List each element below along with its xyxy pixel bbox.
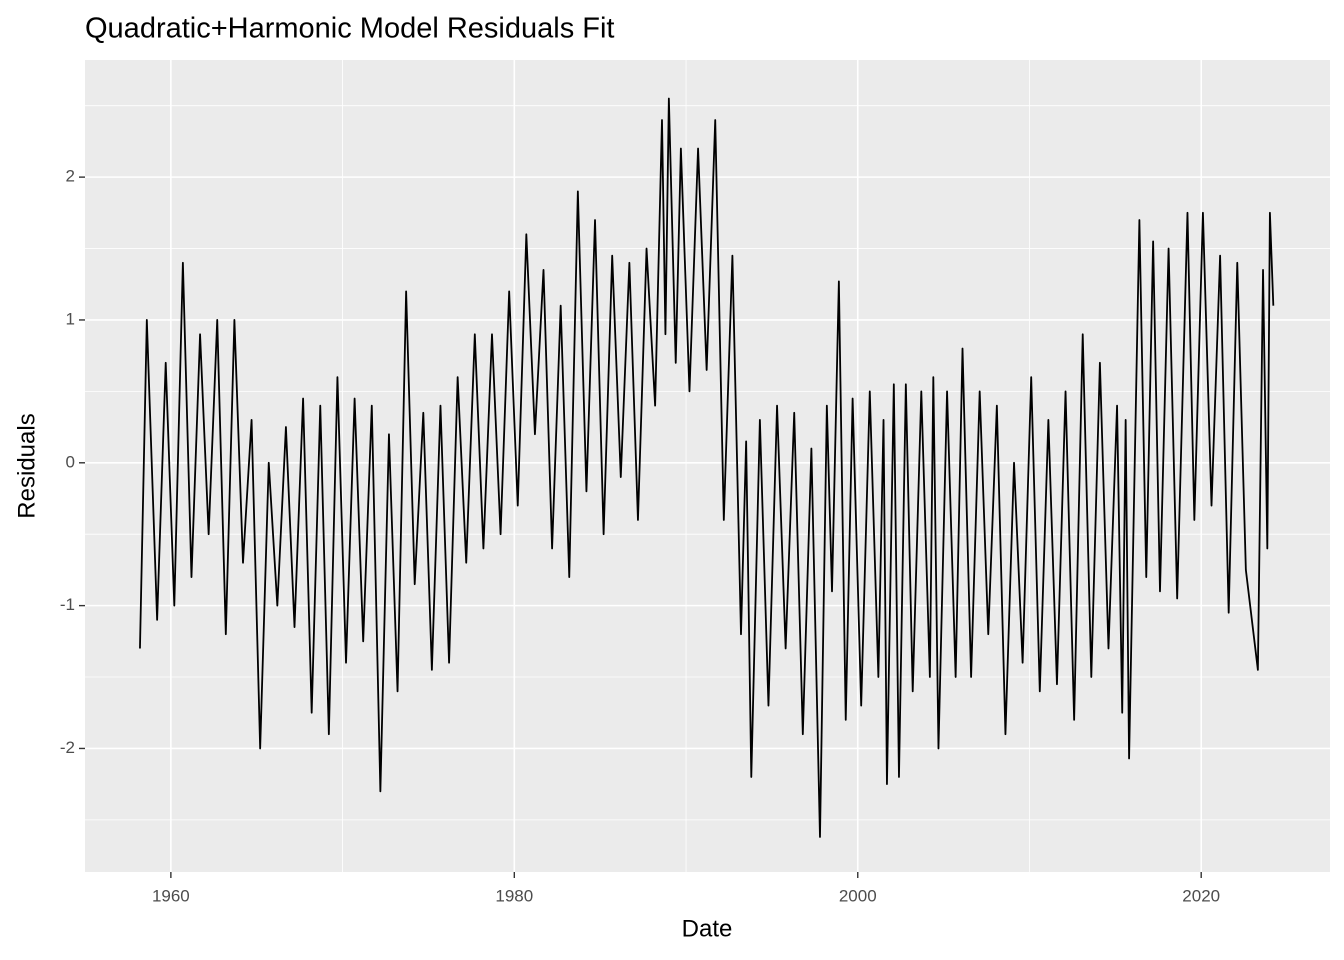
y-tick-label: 2	[66, 167, 75, 186]
y-tick-label: 0	[66, 452, 75, 471]
marks	[139, 97, 1275, 838]
y-tick-label: -2	[60, 738, 75, 757]
x-tick-label: 1960	[152, 886, 190, 905]
x-tick-label: 1980	[495, 886, 533, 905]
y-tick-label: 1	[66, 309, 75, 328]
y-tick-label: -1	[60, 595, 75, 614]
plot-panel	[85, 60, 1330, 872]
grid	[85, 60, 1330, 872]
y-axis-title: Residuals	[13, 413, 40, 518]
x-tick-label: 2000	[839, 886, 877, 905]
x-tick-label: 2020	[1182, 886, 1220, 905]
series-line	[139, 97, 1275, 838]
x-axis-title: Date	[682, 915, 733, 942]
chart-title: Quadratic+Harmonic Model Residuals Fit	[85, 13, 614, 45]
